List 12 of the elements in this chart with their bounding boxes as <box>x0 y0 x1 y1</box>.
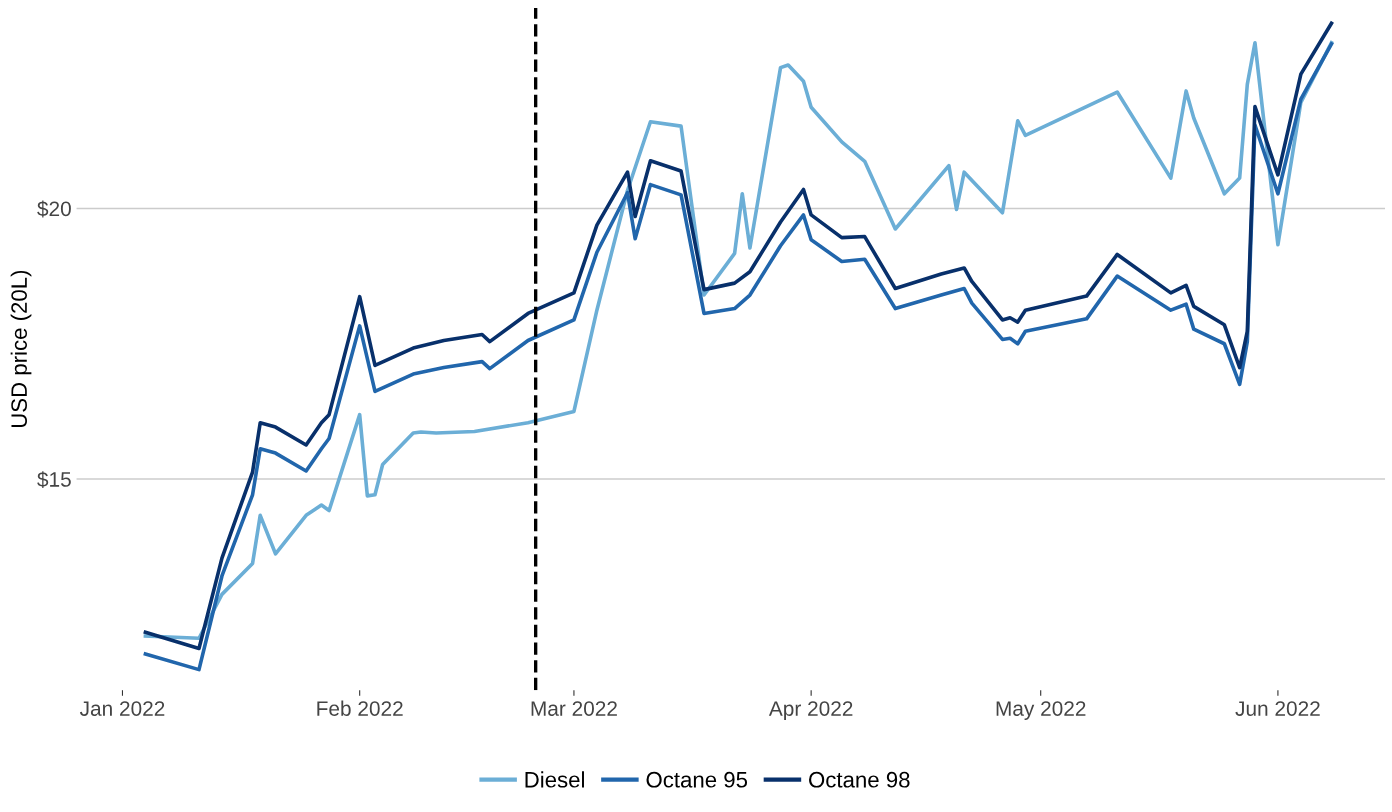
x-tick-label: Feb 2022 <box>317 700 403 716</box>
x-tick-label: Apr 2022 <box>768 701 853 721</box>
x-tick-label: Mar 2022 <box>531 701 617 716</box>
y-tick-label: $20 <box>37 200 71 218</box>
legend-label: Octane 98 <box>809 771 910 788</box>
x-tick-label: Jun 2022 <box>1235 701 1320 716</box>
legend-label: Octane 95 <box>646 771 748 788</box>
x-tick-label: May 2022 <box>996 701 1086 721</box>
y-tick-label: $15 <box>37 471 71 489</box>
legend-label: Diesel <box>525 771 584 788</box>
y-axis-title: USD price (20L) <box>10 270 32 428</box>
x-tick-label: Jan 2022 <box>79 701 165 716</box>
